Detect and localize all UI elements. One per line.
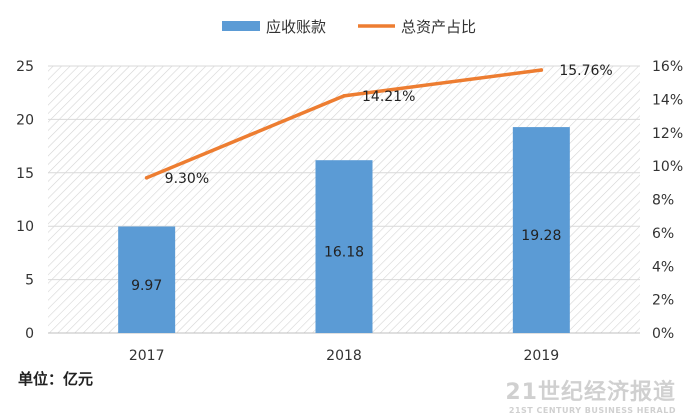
y-right-tick-label: 12% (652, 126, 683, 142)
y-right-tick-label: 0% (652, 326, 674, 342)
bar-value-label: 9.97 (131, 278, 162, 294)
legend-bar-swatch (222, 21, 260, 31)
y-left-tick-label: 25 (16, 59, 34, 75)
bar (512, 127, 570, 333)
bar-value-label: 19.28 (521, 228, 561, 244)
watermark-main: 21世纪经济报道 (505, 380, 676, 405)
line-value-label: 9.30% (165, 171, 209, 187)
y-left-tick-label: 5 (25, 273, 34, 289)
watermark-sub: 21ST CENTURY BUSINESS HERALD (508, 406, 676, 415)
line-point (539, 68, 544, 72)
bar-value-label: 16.18 (324, 245, 364, 261)
y-right-tick-label: 2% (652, 293, 674, 309)
bar (315, 160, 373, 333)
y-right-tick-label: 8% (652, 193, 674, 209)
line-point (144, 176, 149, 180)
x-tick-label: 2018 (326, 348, 362, 364)
line-value-label: 14.21% (362, 89, 415, 105)
line-value-label: 15.76% (559, 63, 612, 79)
legend-line-label: 总资产占比 (401, 18, 476, 36)
unit-label: 单位：亿元 (18, 370, 94, 388)
y-right-tick-label: 6% (652, 226, 674, 242)
y-left-tick-label: 0 (25, 326, 34, 342)
y-right-tick-label: 10% (652, 159, 683, 175)
y-right-tick-label: 16% (652, 59, 683, 75)
watermark-logo: 21世纪经济报道 21ST CENTURY BUSINESS HERALD (505, 374, 676, 415)
legend: 应收账款 总资产占比 (222, 18, 476, 36)
x-tick-label: 2019 (524, 348, 560, 364)
y-right-tick-label: 14% (652, 92, 683, 108)
y-left-tick-label: 10 (16, 219, 34, 235)
y-right-tick-label: 4% (652, 259, 674, 275)
plot-area: 0 5 10 15 20 25 0% 2% 4% 6% 8% 10% 12% 14% 16% 2017 2018… (16, 59, 683, 364)
x-tick-label: 2017 (129, 348, 165, 364)
bar (118, 226, 176, 333)
y-left-tick-label: 15 (16, 166, 34, 182)
legend-bar-label: 应收账款 (266, 18, 326, 36)
line-point (342, 94, 346, 98)
y-left-tick-label: 20 (16, 112, 34, 128)
